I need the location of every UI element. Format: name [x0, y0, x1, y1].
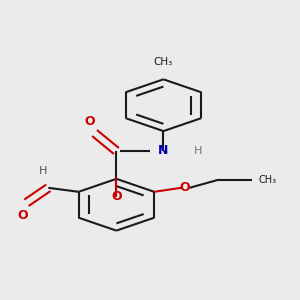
Text: CH₃: CH₃ [258, 175, 277, 185]
Text: H: H [194, 146, 202, 156]
Text: H: H [39, 166, 47, 176]
Text: O: O [84, 115, 95, 128]
Text: N: N [158, 145, 169, 158]
Text: O: O [18, 209, 28, 222]
Text: O: O [179, 181, 190, 194]
Text: O: O [111, 190, 122, 203]
Text: CH₃: CH₃ [154, 57, 173, 68]
